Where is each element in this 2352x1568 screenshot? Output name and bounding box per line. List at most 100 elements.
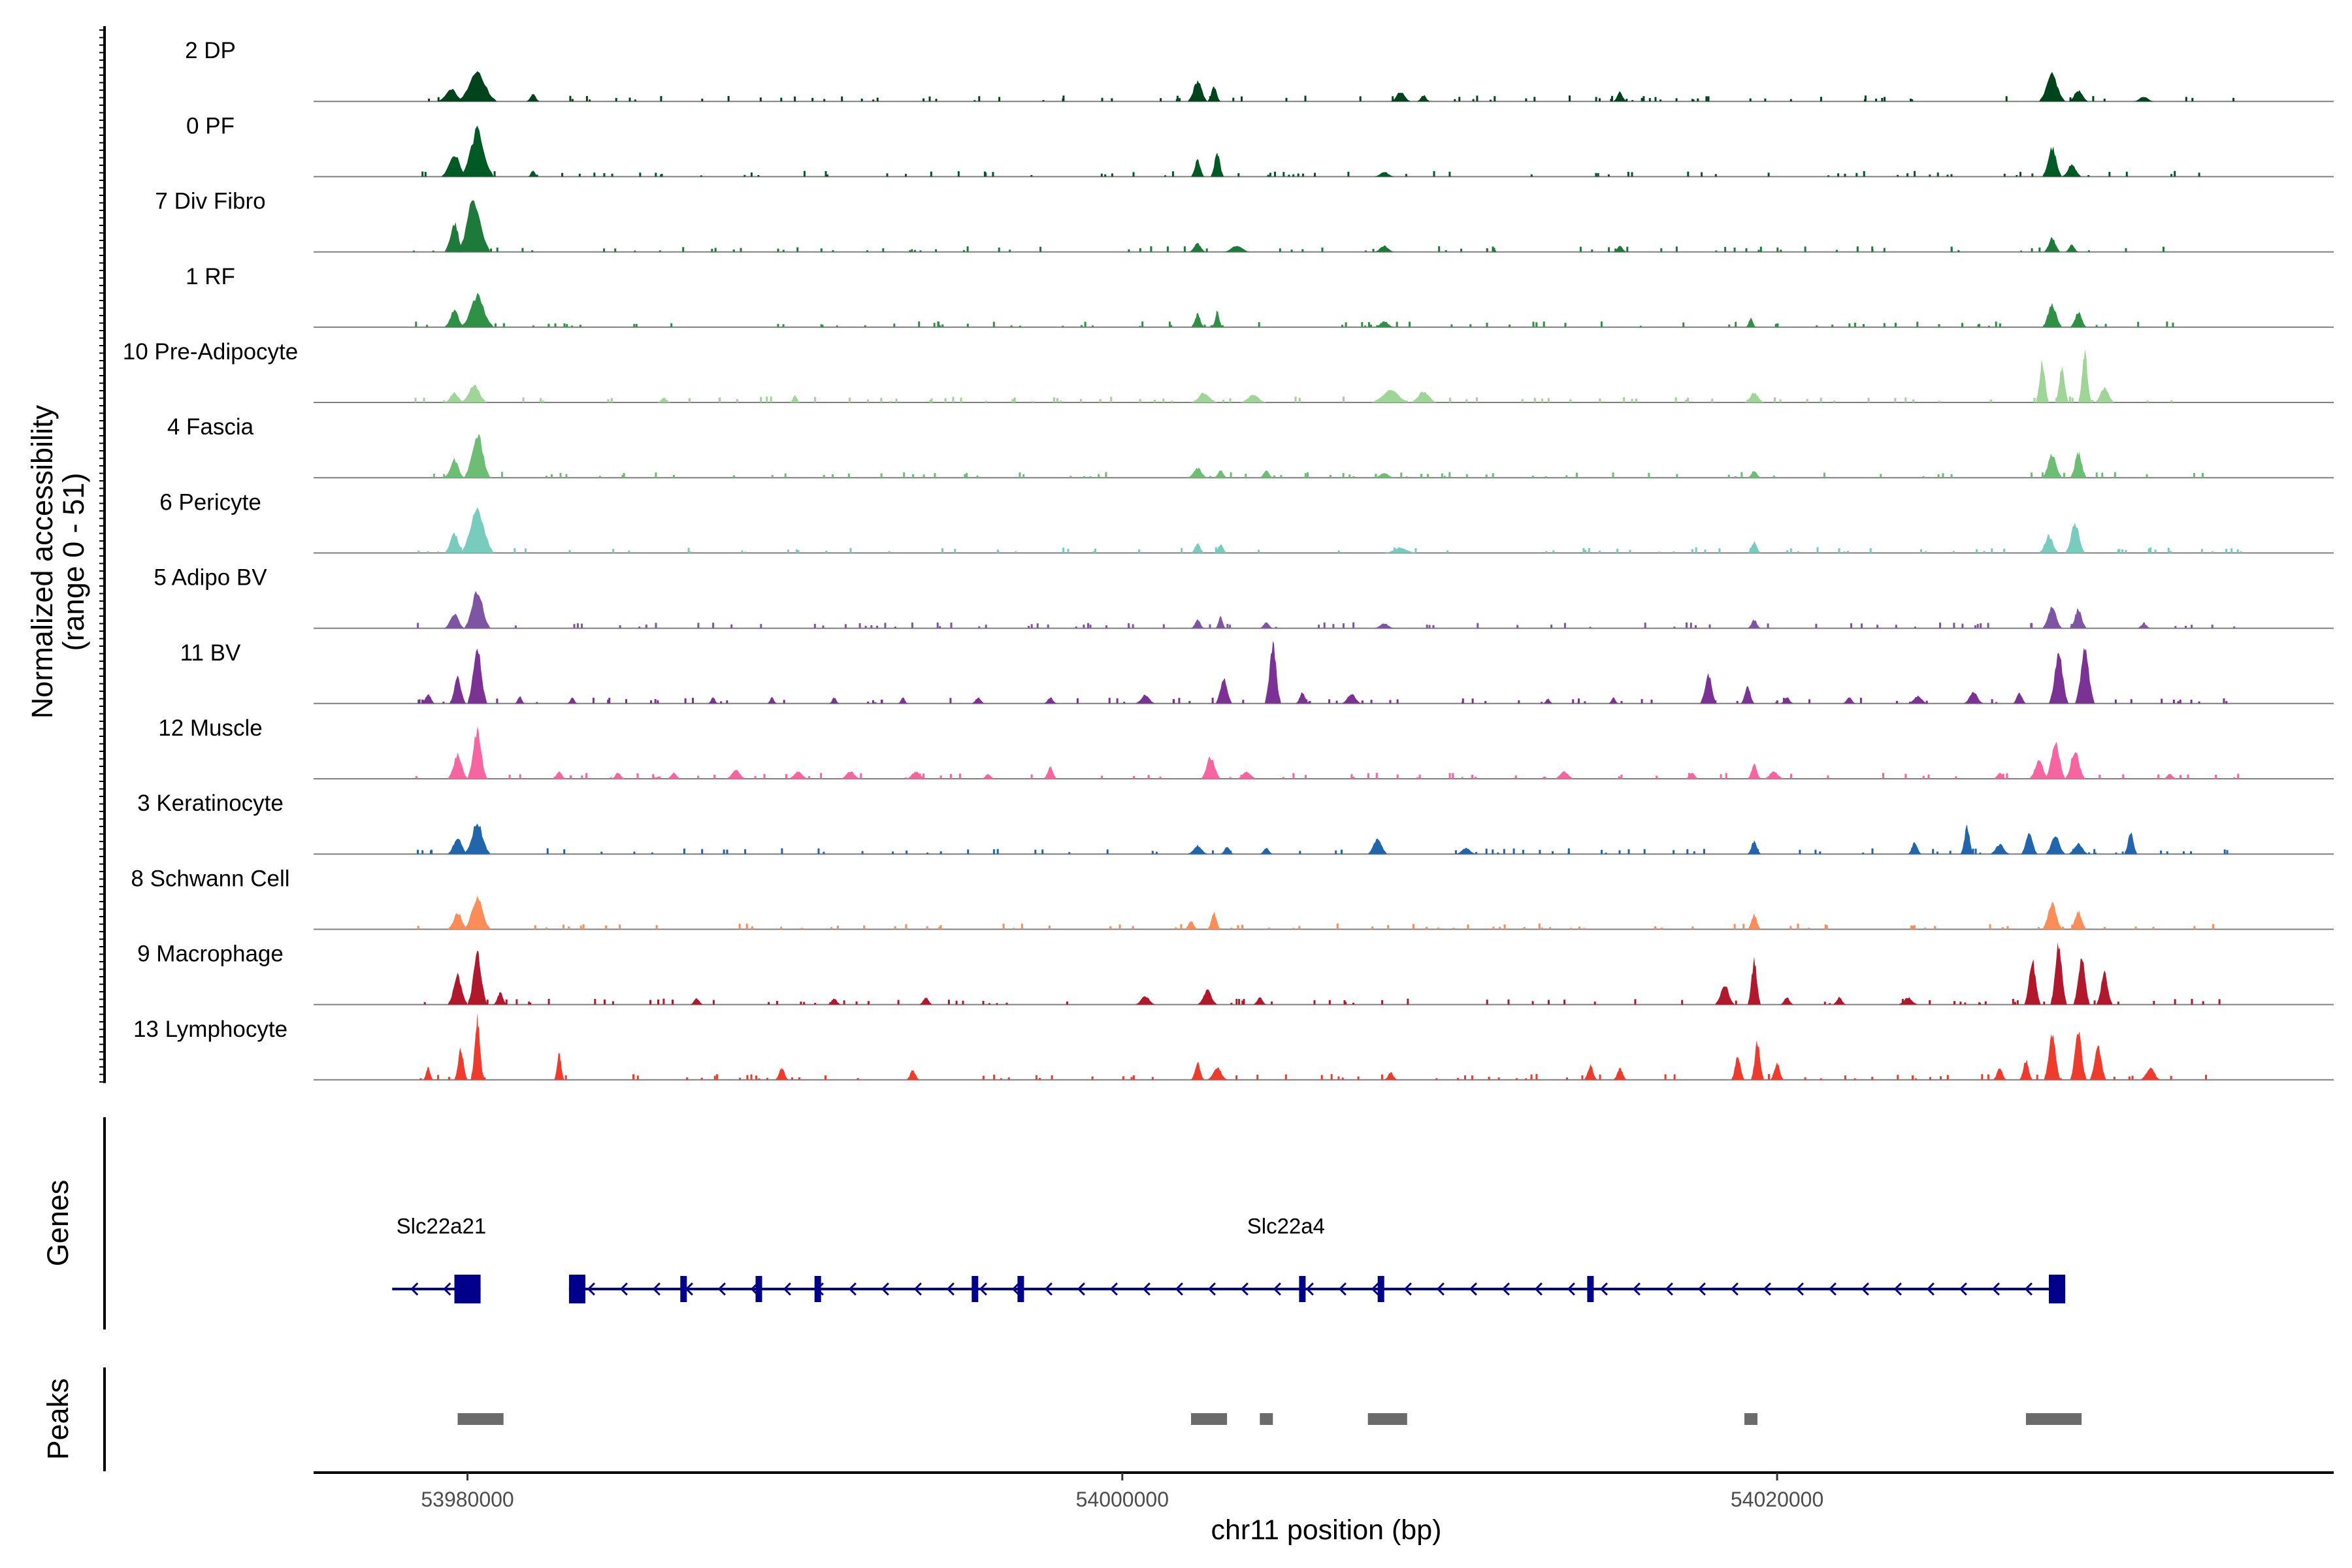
noise-spike [1138, 549, 1141, 553]
accessibility-peak [2068, 842, 2089, 855]
noise-spike [2038, 927, 2040, 930]
noise-spike [1629, 549, 1631, 553]
accessibility-peak [1613, 246, 1627, 252]
noise-spike [1911, 99, 1914, 102]
noise-spike [1654, 926, 1657, 930]
noise-spike [1083, 476, 1086, 478]
noise-spike [1370, 325, 1372, 327]
noise-spike [1448, 397, 1451, 402]
noise-spike [2193, 926, 2196, 930]
noise-spike [632, 1074, 634, 1080]
noise-spike [1767, 623, 1769, 629]
noise-spike [540, 398, 542, 402]
noise-spike [2093, 849, 2096, 855]
noise-spike [939, 776, 942, 779]
accessibility-peak [1748, 840, 1761, 855]
gene-exon [454, 1275, 481, 1303]
noise-spike [781, 848, 783, 855]
noise-spike [1499, 926, 1501, 930]
strand-arrow [1011, 1282, 1020, 1296]
noise-spike [1237, 926, 1239, 930]
gene-exon [814, 1276, 821, 1302]
noise-spike [730, 624, 733, 629]
noise-spike [417, 700, 420, 704]
noise-spike [976, 475, 979, 478]
noise-spike [1492, 473, 1494, 478]
noise-spike [1080, 399, 1082, 402]
accessibility-peak [1771, 1062, 1784, 1080]
noise-spike [1282, 172, 1285, 177]
noise-spike [1405, 476, 1408, 478]
noise-spike [791, 1077, 793, 1080]
noise-spike [941, 548, 943, 553]
noise-spike [1618, 776, 1620, 779]
noise-spike [1578, 698, 1580, 704]
noise-spike [1929, 1077, 1931, 1080]
noise-spike [2005, 96, 2008, 102]
noise-spike [582, 924, 585, 930]
noise-spike [568, 549, 571, 553]
noise-spike [1098, 474, 1100, 478]
accessibility-peak [467, 727, 487, 779]
track-label: 6 Pericyte [159, 489, 261, 515]
noise-spike [1209, 476, 1211, 478]
noise-spike [1336, 923, 1339, 930]
noise-spike [1974, 848, 1977, 855]
noise-spike [1335, 850, 1337, 855]
noise-spike [2125, 171, 2128, 177]
noise-spike [1833, 400, 1836, 402]
strand-arrow [1371, 1282, 1379, 1296]
noise-spike [1687, 397, 1689, 402]
noise-spike [1160, 98, 1162, 102]
noise-spike [1151, 851, 1154, 855]
noise-spike [2001, 927, 2004, 930]
noise-spike [701, 99, 704, 102]
track-label: 1 RF [186, 264, 235, 289]
track-9-macrophage: 9 Macrophage [137, 941, 2334, 1005]
track-label: 7 Div Fibro [155, 189, 265, 214]
noise-spike [1282, 777, 1284, 779]
noise-spike [1989, 924, 1991, 930]
track-7-div-fibro: 7 Div Fibro [155, 189, 2334, 253]
noise-spike [1581, 1075, 1584, 1080]
accessibility-peak [2024, 959, 2041, 1005]
noise-spike [2003, 548, 2006, 553]
noise-spike [1471, 774, 1473, 779]
accessibility-peak [2065, 752, 2085, 779]
noise-spike [1330, 1074, 1333, 1080]
accessibility-peak [1043, 766, 1057, 779]
noise-spike [1692, 99, 1695, 102]
noise-spike [657, 1000, 659, 1005]
noise-spike [1150, 246, 1152, 252]
noise-spike [604, 999, 606, 1005]
accessibility-peak [1740, 685, 1754, 704]
noise-spike [1641, 97, 1643, 102]
gene-exon [972, 1276, 979, 1302]
noise-spike [1883, 248, 1886, 252]
noise-spike [1843, 551, 1846, 553]
noise-spike [2198, 172, 2200, 177]
noise-spike [2226, 850, 2229, 855]
track-10-pre-adipocyte: 10 Pre-Adipocyte [123, 339, 2334, 403]
strand-arrow [2024, 1282, 2033, 1296]
accessibility-peak [2163, 774, 2177, 779]
noise-spike [1211, 698, 1214, 704]
noise-spike [427, 551, 429, 553]
strand-arrow [1534, 1282, 1543, 1296]
noise-spike [563, 924, 564, 930]
noise-spike [1541, 399, 1544, 402]
noise-spike [2183, 851, 2185, 855]
accessibility-peak [1191, 542, 1205, 553]
accessibility-peak [1260, 622, 1273, 629]
noise-spike [1820, 97, 1822, 102]
noise-spike [832, 250, 834, 252]
noise-spike [1569, 399, 1572, 402]
noise-spike [1471, 1075, 1473, 1080]
noise-spike [1681, 1000, 1684, 1005]
noise-spike [2099, 774, 2101, 779]
noise-spike [1465, 474, 1468, 478]
noise-spike [672, 474, 675, 478]
strand-arrow [946, 1282, 955, 1296]
noise-spike [1497, 852, 1499, 855]
noise-spike [2101, 472, 2104, 478]
